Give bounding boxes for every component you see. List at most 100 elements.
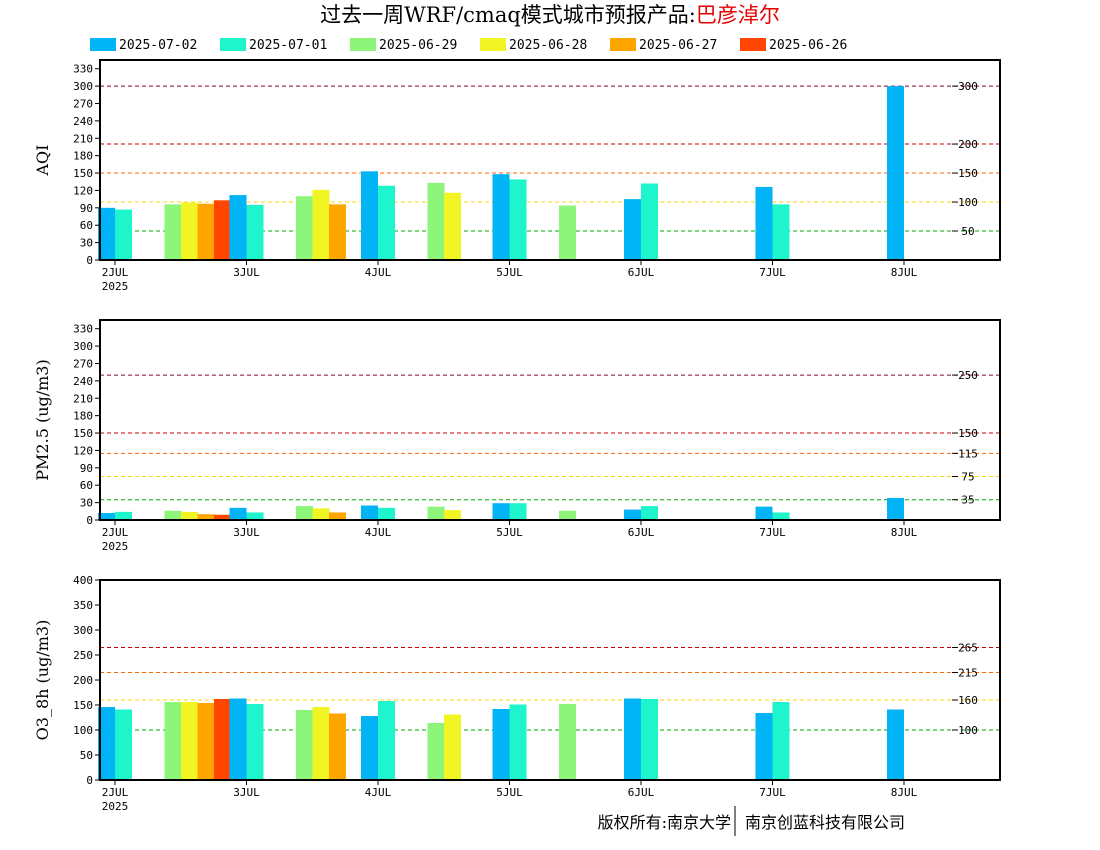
footer-copyright-right: 南京创蓝科技有限公司 <box>745 813 905 832</box>
y-tick-label: 120 <box>73 184 93 197</box>
reference-line-label: 150 <box>958 167 978 180</box>
x-tick-label: 8JUL <box>891 266 918 279</box>
y-tick-label: 150 <box>73 699 93 712</box>
y-tick-label: 270 <box>73 357 93 370</box>
x-tick-label: 4JUL <box>365 266 392 279</box>
y-tick-label: 200 <box>73 674 93 687</box>
x-tick-label: 6JUL <box>628 526 655 539</box>
x-tick-label: 3JUL <box>233 266 260 279</box>
reference-line-label: 100 <box>958 724 978 737</box>
bar <box>214 514 231 520</box>
y-tick-label: 180 <box>73 410 93 423</box>
legend-label: 2025-06-26 <box>769 38 847 53</box>
bar <box>492 503 510 520</box>
legend-label: 2025-06-28 <box>509 38 587 53</box>
reference-line-label: 200 <box>958 138 978 151</box>
y-tick-label: 150 <box>73 427 93 440</box>
bar <box>312 189 330 260</box>
y-axis-label: O3_8h (ug/m3) <box>33 620 52 741</box>
x-tick-label: 4JUL <box>365 786 392 799</box>
bar <box>755 713 773 780</box>
x-tick-label: 7JUL <box>759 266 786 279</box>
y-tick-label: 180 <box>73 150 93 163</box>
bar <box>98 513 115 520</box>
bar <box>427 182 445 260</box>
reference-line-label: 265 <box>958 642 978 655</box>
bar <box>115 709 132 780</box>
bar <box>641 506 658 520</box>
reference-line-label: 50 <box>961 225 974 238</box>
reference-line-label: 100 <box>958 196 978 209</box>
bar <box>492 174 510 260</box>
bar <box>887 709 904 780</box>
y-tick-label: 30 <box>80 237 93 250</box>
bar <box>329 512 346 520</box>
bar <box>312 707 330 780</box>
bar <box>378 701 395 780</box>
legend-swatch <box>740 38 766 51</box>
y-tick-label: 300 <box>73 340 93 353</box>
bar <box>229 195 247 260</box>
y-tick-label: 330 <box>73 63 93 76</box>
y-tick-label: 90 <box>80 462 93 475</box>
legend-swatch <box>90 38 116 51</box>
reference-line-label: 35 <box>961 494 974 507</box>
y-tick-label: 60 <box>80 479 93 492</box>
y-tick-label: 250 <box>73 649 93 662</box>
bar <box>444 714 461 780</box>
x-tick-label: 3JUL <box>233 786 260 799</box>
x-tick-label: 7JUL <box>759 786 786 799</box>
bar <box>772 512 790 520</box>
legend: 2025-07-02 2025-07-01 2025-06-29 2025-06-28… <box>90 38 847 53</box>
y-tick-label: 330 <box>73 323 93 336</box>
bar <box>329 713 346 780</box>
y-tick-label: 120 <box>73 444 93 457</box>
bar <box>559 704 576 780</box>
x-tick-label: 4JUL <box>365 526 392 539</box>
bar <box>246 204 264 260</box>
bar <box>164 702 182 780</box>
y-tick-label: 100 <box>73 724 93 737</box>
bar <box>181 202 198 260</box>
y-tick-label: 270 <box>73 97 93 110</box>
y-tick-label: 400 <box>73 574 93 587</box>
plot-frame <box>99 319 1001 521</box>
reference-line-label: 150 <box>958 427 978 440</box>
x-tick-year-label: 2025 <box>102 800 129 813</box>
bar <box>361 716 378 780</box>
bar <box>378 185 395 260</box>
reference-line-label: 115 <box>958 447 978 460</box>
y-axis-label: AQI <box>33 145 52 177</box>
chart-title-city: 巴彦淖尔 <box>696 3 780 27</box>
chart-title: 过去一周WRF/cmaq模式城市预报产品:巴彦淖尔 <box>320 3 780 27</box>
y-tick-label: 300 <box>73 624 93 637</box>
legend-label: 2025-06-27 <box>639 38 717 53</box>
x-tick-label: 7JUL <box>759 526 786 539</box>
bar <box>887 497 904 520</box>
footer-copyright-left: 版权所有:南京大学 <box>598 813 731 832</box>
bar <box>181 702 198 780</box>
reference-line-label: 300 <box>958 80 978 93</box>
y-tick-label: 0 <box>86 514 93 527</box>
bar <box>361 171 378 260</box>
reference-line-label: 160 <box>958 694 978 707</box>
x-tick-label: 8JUL <box>891 786 918 799</box>
bar <box>246 704 264 780</box>
plot-frame <box>99 59 1001 261</box>
x-tick-year-label: 2025 <box>102 540 129 553</box>
bar <box>559 205 576 260</box>
bar <box>624 199 641 260</box>
legend-swatch <box>480 38 506 51</box>
bar <box>296 196 313 260</box>
bar <box>755 186 773 260</box>
legend-swatch <box>220 38 246 51</box>
y-tick-label: 150 <box>73 167 93 180</box>
bar <box>624 698 641 780</box>
reference-line-label: 250 <box>958 369 978 382</box>
x-tick-label: 2JUL <box>102 526 129 539</box>
legend-label: 2025-07-02 <box>119 38 197 53</box>
bar <box>296 506 313 520</box>
bar <box>98 707 115 780</box>
bar <box>164 510 182 520</box>
bar <box>444 510 461 520</box>
